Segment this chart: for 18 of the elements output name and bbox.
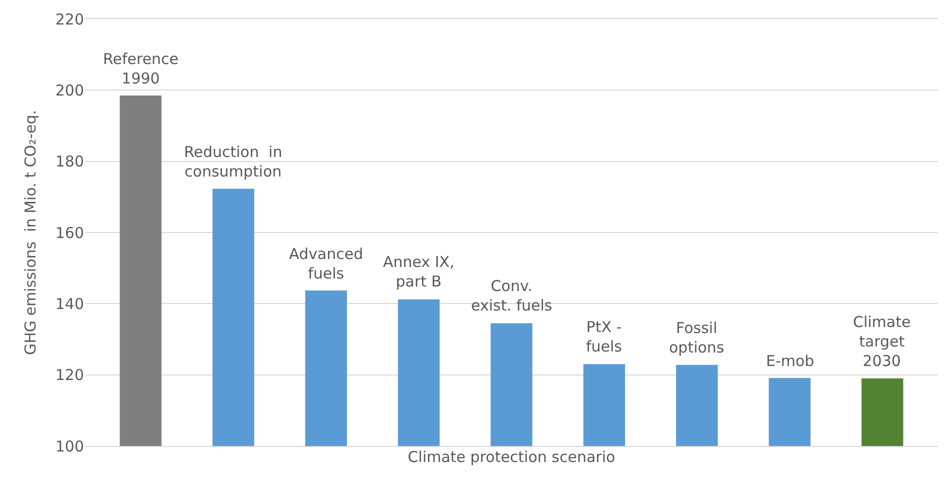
x-tick-label: Reduction in consumption [184,143,282,180]
y-tick-label: 220 [55,10,84,28]
x-tick-label: Reference 1990 [103,50,179,88]
x-tick-label: Conv. exist. fuels [471,277,552,314]
y-tick-label: 180 [55,152,84,171]
x-tick-label: E-mob [766,352,814,370]
y-tick-label: 120 [55,366,84,384]
x-tick-label: Fossil options [669,319,724,356]
y-tick-label: 140 [55,294,84,313]
y-tick-label: 200 [55,81,84,100]
x-tick-label: Climate target 2030 [853,313,911,370]
x-axis-title: Climate protection scenario [408,448,616,466]
y-axis-title: GHG emissions in Mio. t CO₂-eq. [22,110,40,356]
x-tick-label: Annex IX, part B [383,253,454,290]
y-tick-label: 100 [55,437,84,456]
x-tick-label: PtX - fuels [586,318,622,356]
x-tick-label: Advanced fuels [289,245,364,282]
y-tick-label: 160 [55,224,84,242]
